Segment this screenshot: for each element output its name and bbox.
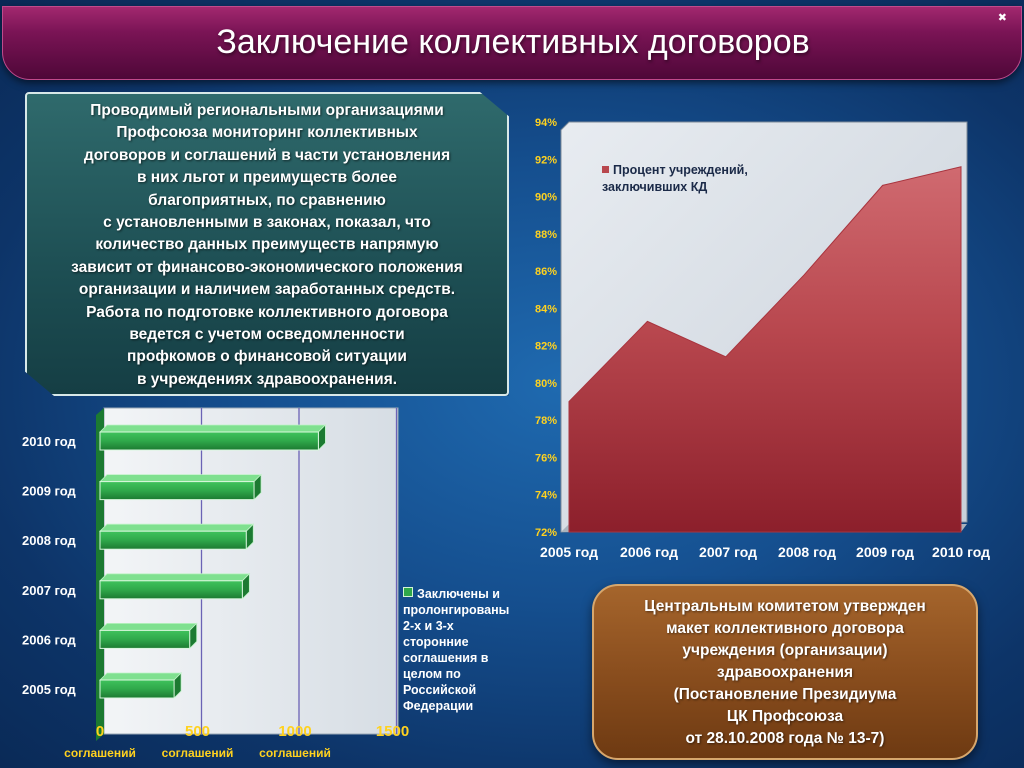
bar-legend: Заключены и пролонгированы 2-х и 3-х сто… xyxy=(403,586,521,714)
area-y-tick-label: 78% xyxy=(535,415,557,427)
bar-x-tick-label: 500 xyxy=(185,723,210,740)
area-x-tick-label: 2010 год xyxy=(932,544,990,560)
info-line: организации и наличием заработанных сред… xyxy=(78,281,456,299)
info-line: в учреждениях здравоохранения. xyxy=(136,370,398,388)
area-chart: 72% 74% 76% 78% 80% 82% 84% 86% 88% 90% 92% 94% 200… xyxy=(535,117,990,560)
bar-top xyxy=(99,672,183,681)
bar-chart: 2005 год 2006 год 2007 год 2008 год 2009 год… xyxy=(22,407,409,760)
info-line: профкомов о финансовой ситуации xyxy=(127,348,407,366)
bar-top xyxy=(99,622,198,631)
bar-category-label: 2009 год xyxy=(22,484,77,499)
info-line: количество данных преимуществ напрямую xyxy=(95,236,439,254)
decree-line: здравоохранения xyxy=(716,664,854,681)
area-x-tick-label: 2009 год xyxy=(856,544,914,560)
bar-top xyxy=(99,573,251,582)
bar-category-label: 2010 год xyxy=(22,434,77,449)
info-line: ведется с учетом осведомленности xyxy=(129,326,405,344)
area-y-tick-label: 94% xyxy=(535,117,557,129)
bar-category-label: 2005 год xyxy=(22,682,77,697)
decree-text: Центральным комитетом утвержден макет ко… xyxy=(594,596,976,750)
bar xyxy=(99,481,255,501)
title-bar: Заключение коллективных договоров ✖ xyxy=(2,6,1022,80)
bar xyxy=(99,580,243,600)
decree-line: от 28.10.2008 года № 13-7) xyxy=(685,730,885,747)
bar-legend-line: 2-х и 3-х xyxy=(403,619,454,633)
area-y-tick-label: 88% xyxy=(535,229,557,241)
decree-box: Центральным комитетом утвержден макет ко… xyxy=(592,584,978,760)
decree-line: (Постановление Президиума xyxy=(673,686,897,703)
area-y-tick-label: 84% xyxy=(535,303,557,315)
bar-legend-line: пролонгированы xyxy=(403,603,510,617)
info-box: Проводимый региональными организациями П… xyxy=(25,92,509,396)
area-x-tick-label: 2007 год xyxy=(699,544,757,560)
bar xyxy=(99,679,175,699)
info-text: Проводимый региональными организациями П… xyxy=(33,100,501,391)
bar-x-tick-sublabel: соглашений xyxy=(64,746,136,760)
bar xyxy=(99,530,247,550)
legend-swatch-icon xyxy=(403,587,413,597)
bar-legend-line: целом по xyxy=(403,667,461,681)
decree-line: Центральным комитетом утвержден xyxy=(644,598,926,615)
area-y-tick-label: 92% xyxy=(535,154,557,166)
bar-top xyxy=(99,424,327,433)
decree-line: учреждения (организации) xyxy=(682,642,888,659)
legend-swatch-icon xyxy=(602,166,609,173)
info-line: с установленными в законах, показал, что xyxy=(103,214,431,232)
area-x-tick-label: 2008 год xyxy=(778,544,836,560)
bar xyxy=(99,629,191,649)
area-x-tick-label: 2005 год xyxy=(540,544,598,560)
bar-x-tick-sublabel: соглашений xyxy=(162,746,234,760)
bar-legend-line: сторонние xyxy=(403,635,469,649)
info-line: благоприятных, по сравнению xyxy=(148,191,386,209)
area-legend: Процент учреждений, заключивших КД xyxy=(602,163,748,194)
page-title: Заключение коллективных договоров xyxy=(216,23,810,61)
area-y-tick-label: 74% xyxy=(535,490,557,502)
bar-top xyxy=(99,474,263,482)
area-legend-line: заключивших КД xyxy=(602,180,707,194)
bar-x-tick-label: 0 xyxy=(96,723,104,740)
bar-legend-line: соглашения в xyxy=(403,651,489,665)
info-line: зависит от финансово-экономического поло… xyxy=(71,258,463,276)
info-line: договоров и соглашений в части установле… xyxy=(83,146,451,164)
area-series xyxy=(568,166,962,533)
bar-category-label: 2008 год xyxy=(22,533,77,548)
area-y-tick-label: 82% xyxy=(535,341,557,353)
decree-line: ЦК Профсоюза xyxy=(726,708,844,725)
bar-x-tick-label: 1000 xyxy=(278,723,311,740)
area-y-tick-label: 76% xyxy=(535,452,557,464)
area-y-tick-label: 80% xyxy=(535,378,557,390)
info-line: Проводимый региональными организациями xyxy=(90,102,444,119)
bar-legend-text: Заключены и xyxy=(417,587,500,601)
area-y-tick-label: 86% xyxy=(535,266,557,278)
bar-top xyxy=(99,523,255,532)
area-y-tick-label: 90% xyxy=(535,192,557,204)
bar-x-tick-label: 1500 xyxy=(376,723,409,740)
info-line: Профсоюза мониторинг коллективных xyxy=(116,124,418,142)
area-y-tick-label: 72% xyxy=(535,527,557,539)
info-line: Работа по подготовке коллективного догов… xyxy=(86,303,448,321)
bar xyxy=(99,431,319,451)
area-legend-line: Процент учреждений, xyxy=(613,163,748,177)
bar-category-label: 2007 год xyxy=(22,583,77,598)
decree-line: макет коллективного договора xyxy=(666,620,904,637)
bar-legend-line: Российской xyxy=(403,683,477,697)
bar-legend-line: Федерации xyxy=(403,699,474,713)
bar-category-label: 2006 год xyxy=(22,632,77,647)
bar-legend-line: Заключены и xyxy=(403,586,521,602)
info-line: в них льгот и преимуществ более xyxy=(136,169,398,187)
bar-x-tick-sublabel: соглашений xyxy=(259,746,331,760)
area-x-tick-label: 2006 год xyxy=(620,544,678,560)
close-icon: ✖ xyxy=(997,12,1007,24)
